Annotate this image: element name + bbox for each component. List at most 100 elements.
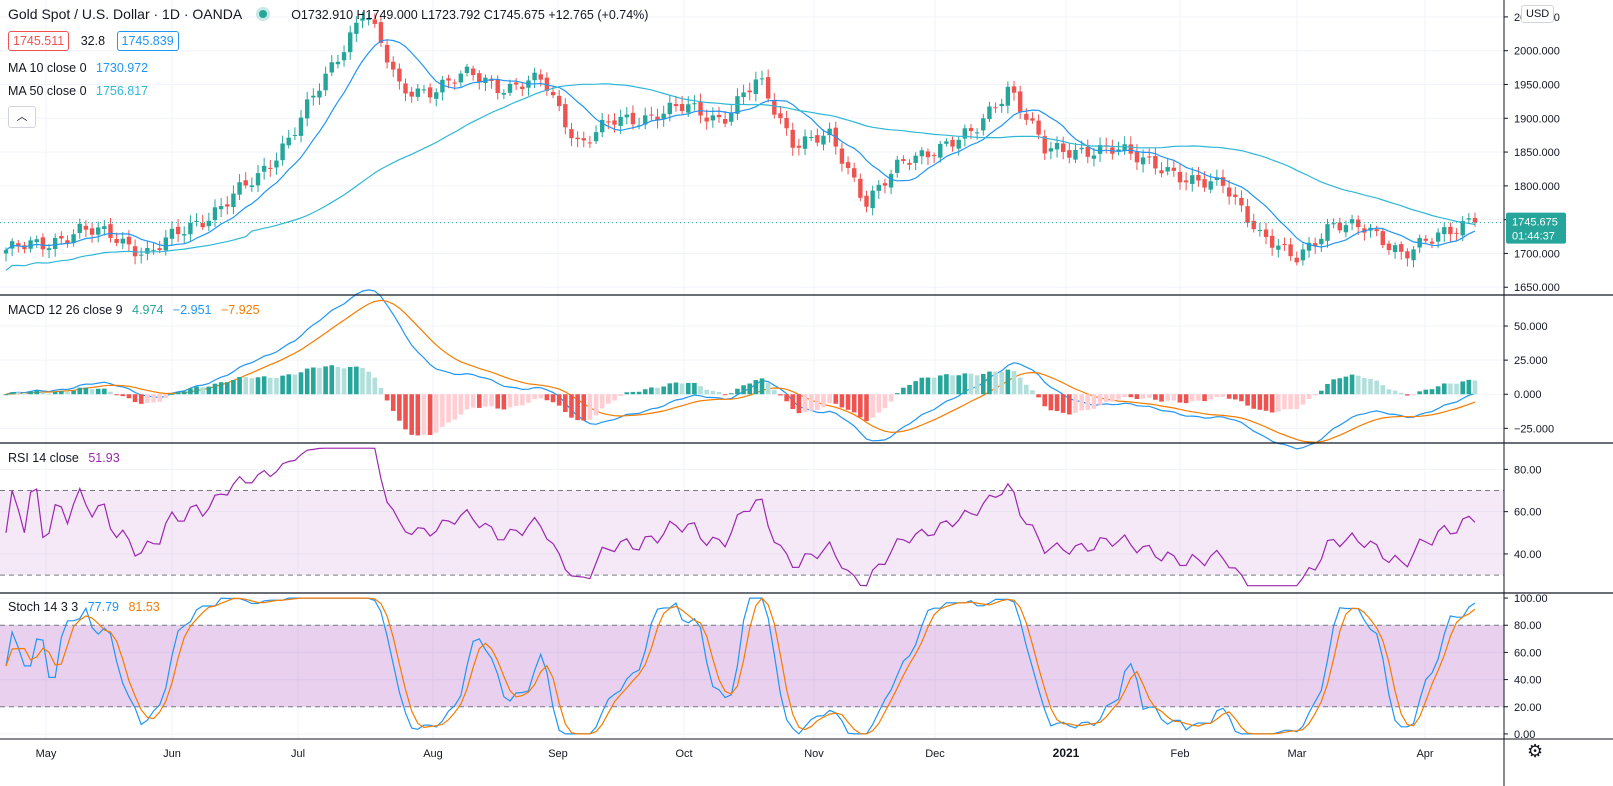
macd-hist-bar	[212, 383, 218, 395]
macd-hist-value: 4.974	[132, 303, 164, 317]
macd-hist-bar	[710, 390, 716, 395]
macd-hist-bar	[1122, 394, 1127, 397]
macd-hist-bar	[200, 387, 205, 395]
macd-hist-bar	[864, 394, 869, 421]
candle-body	[993, 107, 998, 109]
candle-body	[1122, 144, 1127, 151]
candle-body	[864, 195, 869, 207]
candle-body	[145, 248, 150, 254]
macd-hist-bar	[267, 377, 273, 395]
time-tick-label: Sep	[548, 748, 568, 760]
macd-hist-bar	[1110, 394, 1115, 402]
candle-body	[950, 139, 955, 147]
macd-hist-bar	[1472, 380, 1478, 395]
candle-body	[34, 239, 39, 243]
macd-signal-line	[5, 299, 1476, 443]
time-tick-label: Jul	[291, 748, 305, 760]
candle-body	[704, 117, 709, 122]
macd-hist-bar	[1417, 391, 1422, 395]
macd-hist-bar	[1079, 394, 1084, 411]
macd-hist-bar	[1171, 394, 1177, 401]
macd-hist-bar	[440, 394, 445, 428]
buy-price-button[interactable]: 1745.839	[116, 31, 179, 51]
candle-body	[194, 220, 199, 222]
stoch-d-line	[5, 597, 1476, 735]
macd-hist-bar	[304, 368, 310, 395]
candle-body	[225, 204, 230, 207]
candle-body	[556, 95, 562, 107]
macd-hist-bar	[1024, 384, 1029, 395]
macd-hist-bar	[372, 377, 378, 395]
macd-hist-bar	[354, 366, 359, 395]
ma10-value: 1730.972	[96, 61, 149, 75]
macd-hist-bar	[1337, 378, 1343, 395]
macd-hist-bar	[59, 391, 64, 395]
macd-hist-bar	[772, 389, 777, 395]
macd-hist-bar	[1232, 394, 1238, 400]
ma10-legend[interactable]: MA 10 close 0 1730.972	[8, 61, 148, 75]
candle-body	[944, 141, 949, 144]
macd-hist-bar	[366, 371, 371, 395]
candle-body	[434, 92, 439, 99]
stoch-legend[interactable]: Stoch 14 3 3 77.79 81.53	[8, 600, 160, 614]
collapse-legend-button[interactable]: ︿	[8, 106, 36, 128]
candle-body	[784, 118, 789, 129]
candle-body	[415, 88, 421, 97]
macd-legend[interactable]: MACD 12 26 close 9 4.974 −2.951 −7.925	[8, 303, 260, 317]
macd-hist-bar	[77, 387, 83, 395]
macd-hist-bar	[507, 394, 513, 408]
candle-body	[1208, 181, 1213, 190]
macd-hist-bar	[937, 375, 943, 395]
macd-hist-bar	[194, 386, 199, 395]
candle-body	[28, 240, 33, 249]
last-price-value: 1745.675	[1512, 217, 1558, 229]
candle-body	[1448, 226, 1453, 235]
sell-price-button[interactable]: 1745.511	[8, 31, 70, 51]
macd-hist-bar	[237, 377, 242, 395]
candle-body	[1140, 157, 1146, 165]
rsi-legend[interactable]: RSI 14 close 51.93	[8, 451, 120, 465]
rsi-tick-label: 40.00	[1514, 549, 1542, 561]
macd-hist-bar	[741, 385, 746, 395]
candle-body	[888, 173, 894, 188]
macd-hist-bar	[839, 394, 845, 408]
symbol-title[interactable]: Gold Spot / U.S. Dollar · 1D · OANDA	[8, 6, 242, 22]
macd-hist-bar	[317, 367, 322, 395]
macd-hist-bar	[968, 373, 974, 395]
macd-hist-bar	[292, 374, 298, 395]
macd-hist-bar	[919, 377, 925, 395]
macd-hist-bar	[1165, 394, 1170, 401]
stoch-tick-label: 20.00	[1514, 702, 1542, 714]
macd-hist-bar	[1269, 394, 1275, 413]
currency-button[interactable]: USD	[1521, 5, 1555, 23]
macd-hist-bar	[218, 382, 224, 395]
candle-body	[606, 121, 611, 123]
macd-hist-bar	[1054, 394, 1060, 412]
macd-hist-bar	[163, 394, 169, 399]
candlestick-series	[3, 12, 1478, 268]
macd-hist-bar	[679, 383, 685, 395]
macd-hist-bar	[716, 392, 722, 395]
candle-body	[1202, 179, 1207, 188]
candle-body	[421, 89, 427, 91]
candle-body	[802, 136, 808, 149]
candle-body	[1257, 230, 1263, 232]
macd-hist-bar	[181, 391, 187, 395]
macd-hist-bar	[458, 394, 464, 415]
price-tick-label: 1800.000	[1514, 181, 1560, 193]
ma50-legend[interactable]: MA 50 close 0 1756.817	[8, 84, 148, 98]
macd-hist-bar	[1239, 394, 1244, 402]
candle-body	[1472, 218, 1478, 223]
candle-body	[391, 61, 396, 70]
macd-hist-bar	[452, 394, 457, 420]
candle-body	[698, 101, 703, 116]
gear-icon[interactable]: ⚙	[1527, 741, 1544, 761]
macd-hist-bar	[882, 394, 888, 409]
macd-hist-bar	[341, 368, 347, 395]
macd-hist-bar	[9, 392, 15, 395]
macd-hist-bar	[796, 394, 802, 414]
candle-body	[1153, 155, 1158, 169]
time-tick-label: Apr	[1416, 748, 1433, 760]
